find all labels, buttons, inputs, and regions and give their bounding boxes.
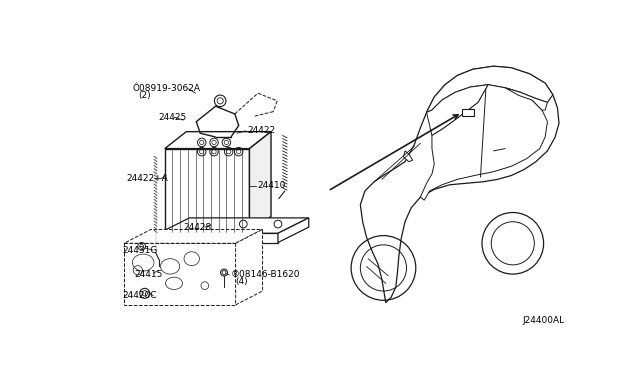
Polygon shape [159, 218, 308, 233]
Text: 24425: 24425 [159, 112, 187, 122]
Polygon shape [403, 151, 413, 162]
Text: 24420C: 24420C [122, 291, 157, 300]
Polygon shape [427, 66, 553, 112]
Text: (2): (2) [138, 91, 150, 100]
Text: (4): (4) [236, 276, 248, 286]
Polygon shape [124, 243, 236, 305]
Polygon shape [159, 233, 278, 243]
Polygon shape [505, 88, 547, 110]
Polygon shape [164, 148, 250, 233]
Text: Ô08919-3062A: Ô08919-3062A [132, 84, 200, 93]
Polygon shape [236, 230, 262, 305]
Bar [462, 109, 474, 116]
Polygon shape [250, 132, 271, 233]
Polygon shape [124, 230, 262, 243]
Text: 24422: 24422 [247, 126, 275, 135]
Text: 24410: 24410 [257, 181, 285, 190]
Polygon shape [278, 218, 308, 243]
Text: 24415: 24415 [134, 270, 163, 279]
Polygon shape [427, 85, 488, 135]
Text: 24428: 24428 [183, 222, 211, 232]
Text: J24400AL: J24400AL [522, 316, 564, 325]
Text: ®08146-B1620: ®08146-B1620 [231, 270, 301, 279]
Polygon shape [164, 132, 271, 148]
Text: 24431G: 24431G [122, 246, 158, 255]
Text: 24422+A: 24422+A [126, 174, 168, 183]
Polygon shape [420, 85, 547, 200]
